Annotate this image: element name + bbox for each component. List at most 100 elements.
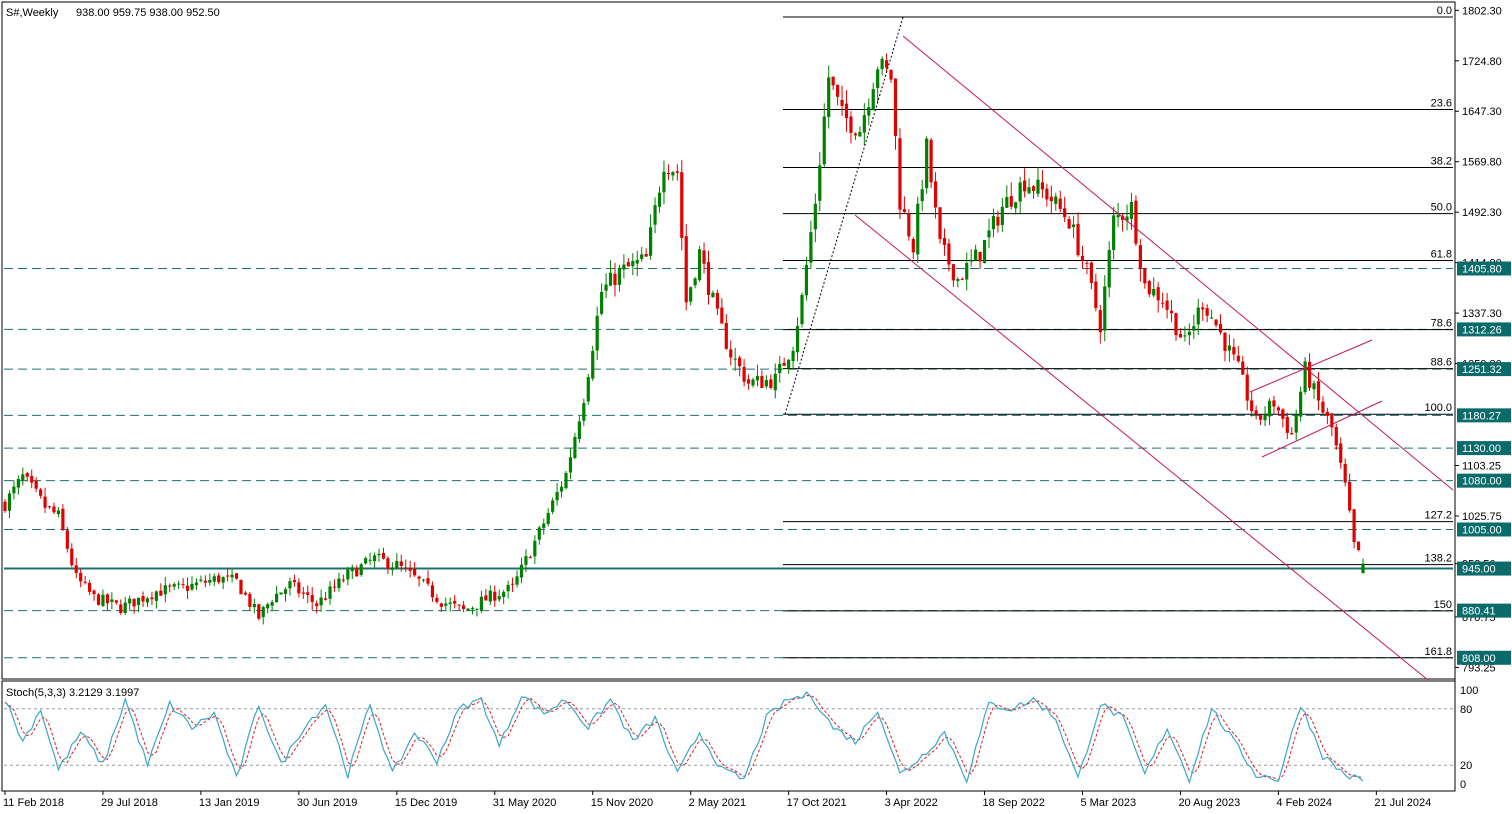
- candle-body: [920, 189, 924, 202]
- time-axis-labels: 11 Feb 2018 29 Jul 2018 13 Jan 2019 30 Jun …: [3, 791, 1431, 809]
- candle-body: [439, 603, 443, 607]
- candle-body: [319, 597, 323, 606]
- price-tag-box: [1457, 561, 1511, 576]
- candle-body: [435, 597, 439, 602]
- candle-body: [902, 209, 906, 213]
- candle-body: [542, 523, 546, 528]
- candle-body: [898, 138, 902, 210]
- candle-body: [1303, 361, 1307, 392]
- price-tick-label: 1647.30: [1462, 106, 1502, 118]
- candle-body: [332, 586, 337, 588]
- candle-body: [742, 366, 746, 382]
- ohlc-header: 938.00 959.75 938.00 952.50: [76, 7, 220, 19]
- candle-body: [853, 133, 858, 136]
- candle-body: [822, 116, 826, 165]
- candle-body: [528, 557, 532, 559]
- candle-body: [368, 559, 372, 561]
- candle-body: [323, 598, 328, 600]
- candle-body: [279, 592, 283, 595]
- candle-body: [1223, 332, 1227, 351]
- candle-body: [675, 171, 679, 173]
- candle-body: [711, 292, 715, 298]
- candle-body: [1343, 464, 1347, 483]
- candle-body: [911, 239, 915, 253]
- candle-body: [720, 307, 724, 324]
- candle-body: [813, 203, 817, 230]
- price-tick-label: 1492.30: [1462, 207, 1502, 219]
- candle-body: [925, 138, 929, 189]
- candle-body: [248, 593, 252, 607]
- candle-body: [364, 558, 368, 564]
- fib-label: 100.0: [1424, 402, 1452, 414]
- candle-body: [413, 569, 417, 576]
- candle-body: [568, 457, 573, 473]
- fib-anchor-line: [784, 16, 904, 415]
- candle-body: [586, 377, 590, 402]
- time-tick-label: 4 Feb 2024: [1276, 797, 1332, 809]
- candle-body: [697, 249, 702, 281]
- channel-lines: [784, 16, 1454, 681]
- candle-body: [275, 593, 279, 603]
- candle-body: [1076, 223, 1080, 256]
- candle-body: [1045, 188, 1049, 200]
- candle-body: [177, 583, 181, 585]
- fib-label: 50.0: [1431, 202, 1452, 214]
- candle-body: [858, 132, 862, 137]
- candle-body: [907, 213, 911, 237]
- stoch-plot-frame: [1, 680, 1456, 792]
- candle-body: [105, 594, 110, 604]
- candle-body: [996, 216, 1000, 226]
- candle-body: [25, 473, 29, 477]
- candle-body: [92, 590, 96, 595]
- candle-body: [132, 598, 136, 607]
- candle-body: [1201, 307, 1205, 310]
- candle-body: [751, 379, 755, 386]
- candle-body: [640, 254, 644, 259]
- candle-body: [359, 564, 363, 575]
- candle-body: [408, 567, 412, 571]
- candle-body: [827, 77, 831, 117]
- candle-body: [181, 584, 185, 586]
- candle-body: [1156, 287, 1160, 301]
- candle-body: [524, 556, 528, 565]
- candle-body: [1063, 208, 1067, 218]
- candle-body: [1272, 400, 1276, 407]
- candle-body: [836, 84, 840, 97]
- fib-label: 23.6: [1431, 97, 1452, 109]
- candle-body: [1236, 355, 1240, 362]
- stoch-main-line: [4, 691, 1364, 785]
- candle-body: [185, 585, 190, 591]
- candle-body: [1143, 268, 1147, 284]
- candle-body: [916, 203, 920, 255]
- candle-body: [266, 604, 270, 609]
- candle-body: [21, 474, 25, 481]
- candle-body: [163, 585, 167, 595]
- candle-body: [689, 287, 693, 302]
- candle-body: [564, 473, 568, 489]
- symbol-header: S#,Weekly: [6, 7, 59, 19]
- candle-body: [1112, 215, 1116, 251]
- candle-body: [257, 604, 261, 619]
- candle-body: [1307, 361, 1312, 388]
- candle-body: [172, 584, 176, 587]
- candle-body: [662, 171, 666, 193]
- candle-body: [608, 272, 613, 286]
- stoch-title: Stoch(5,3,3) 3.2129 3.1997: [6, 687, 139, 699]
- candle-body: [43, 496, 47, 508]
- time-tick-label: 13 Jan 2019: [199, 797, 260, 809]
- candle-body: [1196, 307, 1200, 325]
- price-tag-label: 1405.80: [1462, 264, 1502, 276]
- candle-body: [510, 583, 515, 585]
- candle-body: [430, 585, 435, 598]
- candle-body: [746, 379, 751, 384]
- candle-body: [1316, 381, 1321, 401]
- price-tick-label: 1802.30: [1462, 5, 1502, 17]
- time-tick-label: 30 Jun 2019: [297, 797, 358, 809]
- candle-body: [1116, 215, 1120, 218]
- candle-body: [844, 103, 849, 119]
- fib-label: 61.8: [1431, 249, 1452, 261]
- candle-body: [644, 254, 648, 257]
- candle-body: [1071, 224, 1076, 228]
- candle-body: [769, 379, 773, 388]
